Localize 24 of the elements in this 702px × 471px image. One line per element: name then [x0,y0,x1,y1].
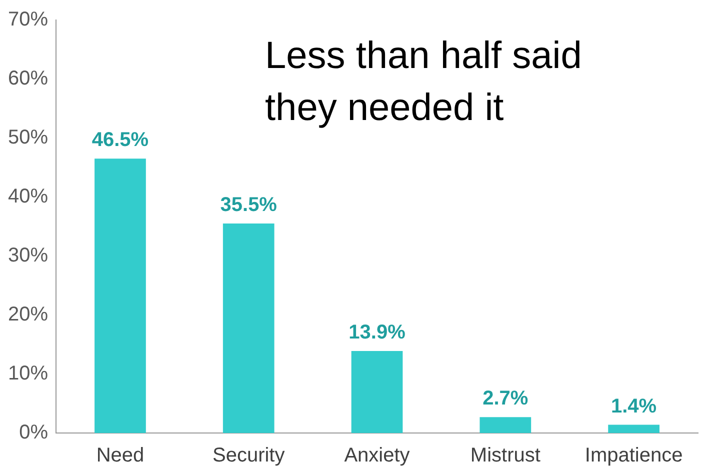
y-tick-label: 50% [8,126,48,149]
x-tick-label: Security [212,444,285,467]
bar [222,224,274,433]
x-tick-label: Impatience [584,444,683,467]
x-tick-label: Need [96,444,144,467]
bar [94,158,146,433]
bar [608,424,660,433]
y-tick-label: 70% [8,8,48,31]
annotation: Less than half said they needed it [265,34,583,131]
bar [351,350,403,433]
data-label: 2.7% [482,388,528,410]
data-label: 35.5% [220,194,278,216]
x-tick-label: Mistrust [470,444,541,467]
y-tick-label: 10% [8,362,48,385]
data-label: 46.5% [92,129,149,152]
y-tick-label: 30% [8,244,48,267]
y-tick-label: 0% [19,422,48,444]
data-label: 13.9% [348,322,406,344]
bar [480,417,532,433]
y-tick-label: 40% [8,186,48,208]
y-tick-label: 20% [8,304,48,326]
x-tick-label: Anxiety [344,444,410,467]
y-tick-label: 60% [8,68,48,90]
data-label: 1.4% [611,395,657,418]
